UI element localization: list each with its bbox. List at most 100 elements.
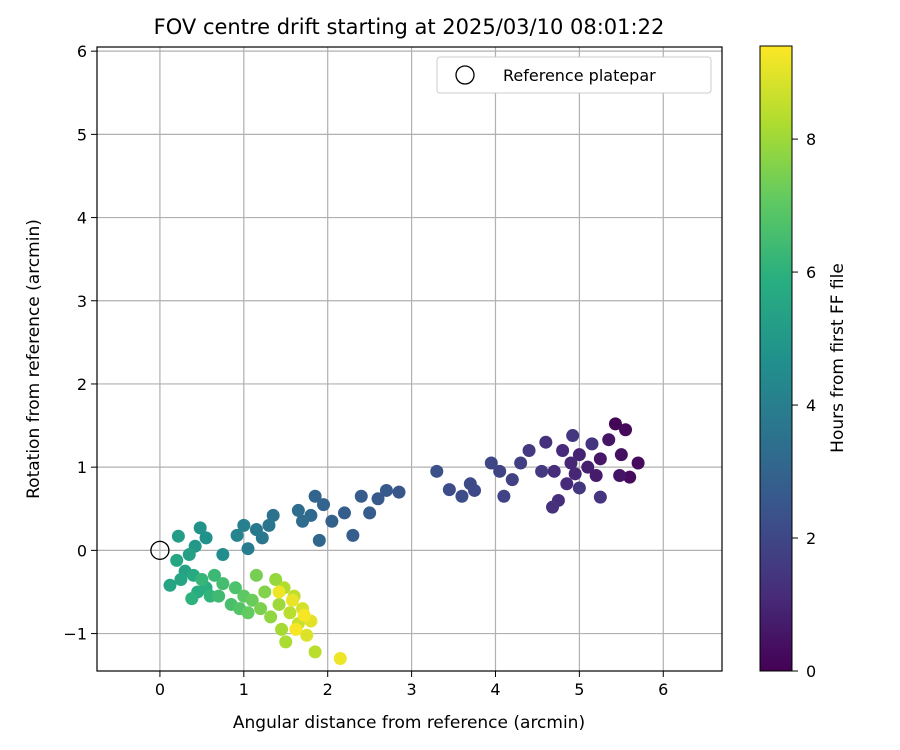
data-point — [272, 597, 286, 611]
data-point — [262, 518, 276, 532]
data-point — [613, 468, 627, 482]
x-tick-label: 0 — [155, 680, 165, 699]
data-point — [300, 628, 314, 642]
data-point — [254, 602, 268, 616]
data-point — [371, 492, 385, 506]
data-point — [572, 481, 586, 495]
data-point — [556, 444, 570, 458]
data-point — [308, 645, 322, 659]
data-point — [546, 500, 560, 514]
colorbar-tick-label: 4 — [806, 396, 816, 415]
data-point — [608, 417, 622, 431]
data-point — [593, 490, 607, 504]
data-point — [392, 485, 406, 499]
grid-lines — [97, 47, 722, 671]
colorbar-tick-label: 0 — [806, 662, 816, 681]
data-point — [272, 585, 286, 599]
y-tick-label: 3 — [77, 292, 87, 311]
y-tick-label: 0 — [77, 541, 87, 560]
y-tick-label: −1 — [63, 625, 87, 644]
data-point — [593, 452, 607, 466]
data-point — [337, 506, 351, 520]
data-point — [249, 523, 263, 537]
colorbar: 0 2 4 6 8 Hours from first FF file — [759, 45, 848, 681]
data-point — [228, 581, 242, 595]
legend-marker-open-circle — [455, 65, 475, 85]
data-point — [585, 437, 599, 451]
data-point — [163, 578, 177, 592]
data-point — [455, 489, 469, 503]
data-point — [614, 448, 628, 462]
data-point — [285, 593, 299, 607]
legend-label: Reference platepar — [503, 66, 656, 85]
plot-frame — [96, 46, 723, 672]
data-point — [514, 456, 528, 470]
data-point — [241, 606, 255, 620]
data-point — [589, 468, 603, 482]
data-point — [631, 456, 645, 470]
data-point — [245, 593, 259, 607]
x-axis-ticks: 0 1 2 3 4 5 6 — [155, 671, 668, 699]
data-point — [325, 514, 339, 528]
data-point — [258, 585, 272, 599]
data-point — [581, 460, 595, 474]
y-tick-label: 2 — [77, 375, 87, 394]
data-point — [230, 528, 244, 542]
data-point — [568, 467, 582, 481]
data-point — [535, 464, 549, 478]
data-point — [619, 423, 633, 437]
colorbar-tick-label: 8 — [806, 130, 816, 149]
x-tick-label: 3 — [407, 680, 417, 699]
data-point — [379, 483, 393, 497]
y-tick-label: 5 — [77, 125, 87, 144]
legend-box — [436, 56, 712, 94]
data-point — [430, 464, 444, 478]
reference-marker — [150, 540, 170, 561]
data-point — [174, 572, 188, 586]
y-tick-label: 4 — [77, 209, 87, 228]
data-point — [463, 477, 477, 491]
data-point — [283, 606, 297, 620]
data-point — [266, 508, 280, 522]
y-axis-ticks: −1 0 1 2 3 4 5 6 — [63, 42, 97, 644]
data-point — [623, 470, 637, 484]
data-point — [497, 489, 511, 503]
data-point — [199, 531, 213, 545]
data-point — [346, 528, 360, 542]
data-point — [193, 521, 207, 535]
legend: Reference platepar — [436, 56, 712, 94]
data-point — [212, 589, 226, 603]
x-tick-label: 6 — [658, 680, 668, 699]
data-point — [297, 608, 311, 622]
data-point — [317, 498, 331, 512]
data-point — [269, 572, 283, 586]
x-tick-label: 2 — [323, 680, 333, 699]
data-point — [522, 444, 536, 458]
data-point — [547, 464, 561, 478]
data-point — [237, 518, 251, 532]
colorbar-label: Hours from first FF file — [828, 263, 848, 453]
data-point — [241, 542, 255, 556]
data-point — [564, 456, 578, 470]
x-tick-label: 5 — [574, 680, 584, 699]
data-point — [602, 433, 616, 447]
data-point — [216, 548, 230, 562]
data-point — [195, 572, 209, 586]
data-point — [539, 435, 553, 449]
data-point — [312, 533, 326, 547]
chart-title: FOV centre drift starting at 2025/03/10 … — [154, 15, 665, 39]
data-point — [566, 429, 580, 443]
data-point — [505, 473, 519, 487]
data-point — [333, 652, 347, 666]
colorbar-gradient — [759, 45, 793, 672]
data-point — [442, 483, 456, 497]
data-point — [207, 568, 221, 582]
data-point — [354, 489, 368, 503]
data-point — [363, 506, 377, 520]
data-point — [289, 622, 303, 636]
data-point — [275, 622, 289, 636]
colorbar-tick-label: 6 — [806, 263, 816, 282]
x-tick-label: 1 — [239, 680, 249, 699]
data-points — [163, 417, 645, 666]
